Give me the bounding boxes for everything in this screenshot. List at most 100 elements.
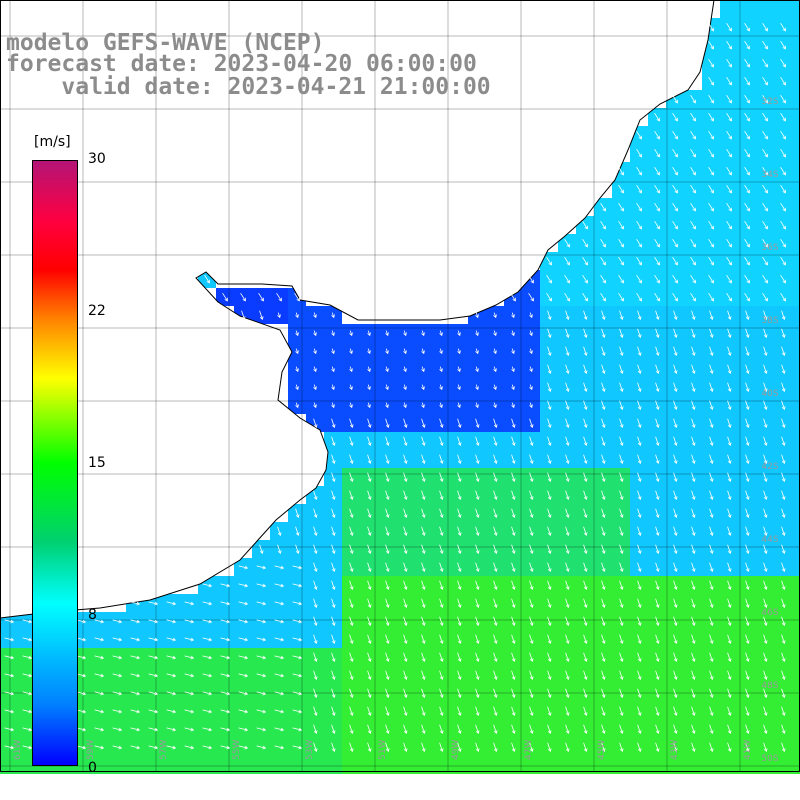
wind-arrow <box>547 544 552 555</box>
wind-arrow <box>583 436 588 447</box>
wind-arrow <box>583 616 588 627</box>
wind-arrow <box>529 688 534 699</box>
wind-arrow <box>726 22 732 32</box>
wind-arrow <box>673 562 678 573</box>
wind-arrow <box>762 202 768 212</box>
wind-cell <box>792 234 800 252</box>
wind-arrow <box>708 292 714 302</box>
wind-arrow <box>385 418 390 429</box>
wind-arrow <box>709 328 714 339</box>
wind-arrow <box>493 312 497 319</box>
wind-cell <box>558 756 576 774</box>
wind-arrow <box>583 598 588 609</box>
wind-arrow <box>475 402 479 409</box>
wind-arrow <box>493 348 497 355</box>
wind-arrow <box>295 312 299 319</box>
wind-arrow <box>274 565 285 570</box>
wind-arrow <box>331 330 335 337</box>
wind-arrow <box>256 565 267 570</box>
wind-arrow <box>762 184 768 194</box>
wind-arrow <box>76 655 87 660</box>
wind-arrow <box>762 94 768 104</box>
wind-arrow <box>367 688 372 699</box>
wind-arrow <box>727 598 732 609</box>
wind-arrow <box>367 652 372 663</box>
wind-arrow <box>727 688 732 699</box>
wind-arrow <box>457 580 462 591</box>
wind-arrow <box>166 619 177 624</box>
wind-arrow <box>637 382 642 393</box>
wind-arrow <box>583 508 588 519</box>
wind-arrow <box>708 94 714 104</box>
wind-arrow <box>780 58 786 68</box>
wind-arrow <box>601 544 606 555</box>
wind-arrow <box>439 598 444 609</box>
wind-arrow <box>781 562 786 573</box>
wind-arrow <box>762 274 768 284</box>
wind-arrow <box>727 364 732 375</box>
wind-arrow <box>403 490 408 501</box>
wind-arrow <box>439 454 444 465</box>
wind-arrow <box>637 346 642 357</box>
wind-arrow <box>547 598 552 609</box>
wind-arrow <box>457 598 462 609</box>
wind-arrow <box>511 330 515 337</box>
wind-arrow <box>673 580 678 591</box>
wind-arrow <box>547 490 552 501</box>
wind-arrow <box>709 418 714 429</box>
wind-arrow <box>22 673 33 678</box>
wind-arrow <box>619 544 624 555</box>
title-valid-date: valid date: 2023-04-21 21:00:00 <box>6 74 491 100</box>
wind-arrow <box>619 364 624 375</box>
wind-arrow <box>4 691 15 696</box>
wind-arrow <box>529 706 534 717</box>
wind-arrow <box>655 472 660 483</box>
wind-arrow <box>619 562 624 573</box>
wind-arrow <box>256 601 267 606</box>
wind-arrow <box>780 40 786 50</box>
wind-arrow <box>600 238 606 248</box>
wind-arrow <box>511 562 516 573</box>
wind-arrow <box>331 402 335 409</box>
wind-arrow <box>385 580 390 591</box>
wind-arrow <box>349 348 353 355</box>
wind-arrow <box>744 58 750 68</box>
wind-arrow <box>781 580 786 591</box>
wind-arrow <box>726 148 732 158</box>
wind-arrow <box>745 724 750 735</box>
wind-arrow <box>691 562 696 573</box>
wind-arrow <box>583 724 588 735</box>
wind-arrow <box>76 691 87 696</box>
wind-arrow <box>202 691 213 696</box>
wind-cell <box>792 414 800 432</box>
wind-arrow <box>619 310 624 321</box>
wind-arrow <box>295 384 299 391</box>
wind-arrow <box>331 490 336 501</box>
wind-arrow <box>331 544 336 555</box>
wind-arrow <box>421 706 426 717</box>
wind-arrow <box>529 580 534 591</box>
wind-arrow <box>511 472 516 483</box>
wind-arrow <box>619 490 624 501</box>
wind-arrow <box>781 616 786 627</box>
wind-arrow <box>439 384 443 391</box>
wind-arrow <box>727 346 732 357</box>
wind-arrow <box>331 688 336 699</box>
grid-labels: 61W 59W 57W 55W 53W 51W 49W 47W 45W 43W 41W 32S 34S 3… <box>13 97 779 764</box>
wind-arrow <box>475 348 479 355</box>
wind-arrow <box>130 709 141 714</box>
wind-arrow <box>745 580 750 591</box>
wind-arrow <box>780 22 786 32</box>
wind-arrow <box>475 366 479 373</box>
wind-arrow <box>763 688 768 699</box>
wind-arrow <box>457 402 461 409</box>
wind-arrow <box>637 634 642 645</box>
wind-arrow <box>655 544 660 555</box>
wind-cell <box>792 144 800 162</box>
wind-cell <box>216 756 234 774</box>
wind-cell <box>126 756 144 774</box>
wind-arrow <box>601 580 606 591</box>
wind-arrow <box>781 418 786 429</box>
wind-arrow <box>780 274 786 284</box>
